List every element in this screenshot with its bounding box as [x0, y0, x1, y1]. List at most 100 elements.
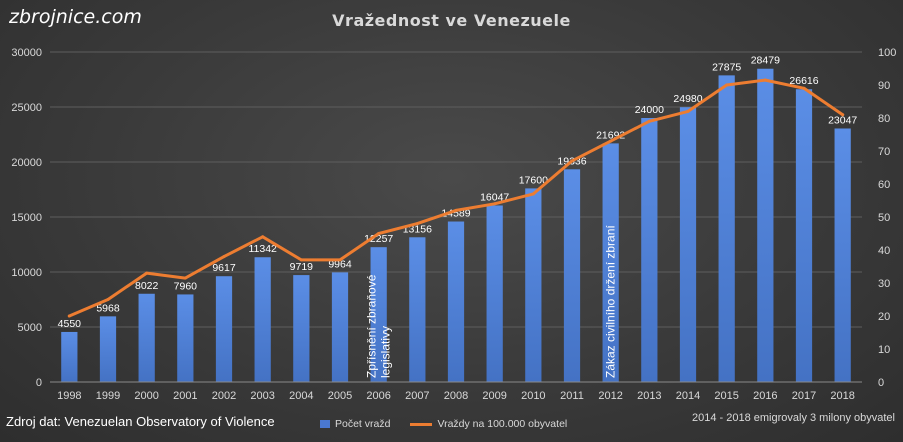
x-tick-label: 2003 [250, 390, 274, 402]
x-tick-label: 2015 [714, 390, 738, 402]
rate-point-2008 [454, 208, 458, 212]
data-source: Zdroj dat: Venezuelan Observatory of Vio… [6, 414, 275, 429]
y-left-tick-label: 30000 [11, 47, 42, 59]
y-right-tick-label: 100 [878, 47, 896, 59]
bar-data-label: 24980 [673, 93, 702, 105]
rate-point-2001 [183, 276, 187, 280]
legend-bar-swatch [320, 420, 330, 428]
bar-2011 [563, 169, 581, 382]
rate-point-2007 [415, 222, 419, 226]
rate-point-2015 [725, 83, 729, 87]
rate-point-2018 [841, 113, 845, 117]
x-tick-label: 2005 [328, 390, 352, 402]
y-left-tick-label: 20000 [11, 157, 42, 169]
emigration-note: 2014 - 2018 emigrovaly 3 milony obyvatel [691, 412, 895, 424]
bar-data-label: 23047 [828, 114, 857, 126]
x-tick-label: 2013 [637, 390, 661, 402]
bar-2006 [370, 247, 387, 382]
y-left-tick-label: 0 [36, 377, 42, 389]
bar-2015 [718, 75, 735, 382]
rate-point-2002 [222, 255, 226, 259]
bar-2002 [215, 276, 233, 382]
bar-data-label: 7960 [174, 280, 198, 292]
y-left-tick-label: 25000 [11, 102, 42, 114]
y-left-tick-label: 5000 [18, 322, 42, 334]
legend-line-swatch [410, 422, 433, 426]
y-right-tick-label: 90 [878, 80, 890, 92]
bar-1998 [61, 331, 78, 382]
x-tick-label: 2009 [482, 390, 506, 402]
annotation-2006: Zpřísnění zbraňové [365, 274, 379, 378]
y-right-tick-label: 20 [878, 311, 890, 323]
x-tick-label: 2006 [366, 390, 390, 402]
bar-2001 [177, 294, 194, 382]
bar-2018 [834, 128, 851, 382]
site-logo: zbrojnice.com [9, 6, 142, 28]
bar-2014 [679, 107, 697, 382]
rate-point-2010 [531, 192, 535, 196]
y-right-tick-label: 40 [878, 245, 890, 257]
legend-item-line: Vraždy na 100.000 obyvatel [410, 418, 567, 430]
rate-point-2009 [493, 202, 497, 206]
y-right-tick-label: 30 [878, 278, 890, 290]
rate-point-2011 [570, 159, 574, 163]
x-tick-label: 2008 [444, 390, 468, 402]
x-tick-label: 2016 [753, 390, 777, 402]
annotation-2006: legislativy [379, 326, 393, 378]
chart-legend: Počet vražd Vraždy na 100.000 obyvatel [320, 418, 587, 430]
bar-2010 [525, 188, 542, 382]
rate-point-2012 [609, 139, 613, 143]
x-tick-label: 1998 [57, 390, 81, 402]
rate-point-1998 [67, 314, 71, 318]
bar-2000 [138, 293, 155, 382]
y-right-tick-label: 50 [878, 212, 890, 224]
bar-data-label: 17600 [519, 174, 548, 186]
y-left-tick-label: 10000 [11, 267, 42, 279]
bar-data-label: 4550 [58, 318, 82, 330]
bar-2008 [447, 221, 465, 382]
bar-data-label: 8022 [135, 280, 159, 292]
bar-2004 [293, 275, 310, 382]
rate-point-2014 [686, 109, 690, 113]
annotation-2012: Zákaz civilního držení zbraní [604, 225, 618, 378]
rate-point-2017 [802, 86, 806, 90]
x-tick-label: 2001 [173, 390, 197, 402]
bar-2012 [602, 143, 619, 382]
bar-2013 [641, 118, 658, 382]
bar-data-label: 11342 [248, 243, 277, 255]
rate-point-2016 [763, 78, 767, 82]
x-tick-label: 2010 [521, 390, 545, 402]
x-tick-label: 2004 [289, 390, 313, 402]
bar-2009 [486, 205, 503, 382]
rate-point-1999 [106, 298, 110, 301]
y-right-tick-label: 80 [878, 113, 890, 125]
x-tick-label: 2018 [830, 390, 854, 402]
bar-data-label: 5968 [96, 302, 120, 314]
x-tick-label: 1999 [96, 390, 120, 402]
bar-2007 [409, 237, 426, 382]
x-tick-label: 2007 [405, 390, 429, 402]
rate-point-2006 [377, 232, 381, 235]
bar-data-label: 9617 [212, 262, 236, 274]
x-tick-label: 2012 [598, 390, 622, 402]
rate-point-2003 [261, 235, 265, 239]
x-tick-label: 2014 [676, 390, 700, 402]
x-tick-label: 2002 [212, 390, 236, 402]
y-left-tick-label: 15000 [11, 212, 42, 224]
y-right-tick-label: 70 [878, 146, 890, 158]
rate-point-2004 [299, 258, 303, 262]
bar-2017 [795, 89, 813, 382]
legend-label-line: Vraždy na 100.000 obyvatel [437, 418, 568, 430]
bar-data-label: 24000 [635, 104, 664, 116]
rate-point-2005 [338, 258, 342, 262]
bar-data-label: 26616 [789, 75, 818, 87]
x-tick-label: 2011 [560, 390, 584, 402]
bar-2003 [254, 257, 271, 382]
bar-data-label: 28479 [751, 55, 780, 67]
y-right-tick-label: 0 [878, 377, 884, 389]
bar-2005 [331, 272, 349, 382]
rate-point-2000 [145, 271, 149, 275]
bar-data-label: 27875 [712, 61, 741, 73]
bar-2016 [757, 68, 774, 382]
